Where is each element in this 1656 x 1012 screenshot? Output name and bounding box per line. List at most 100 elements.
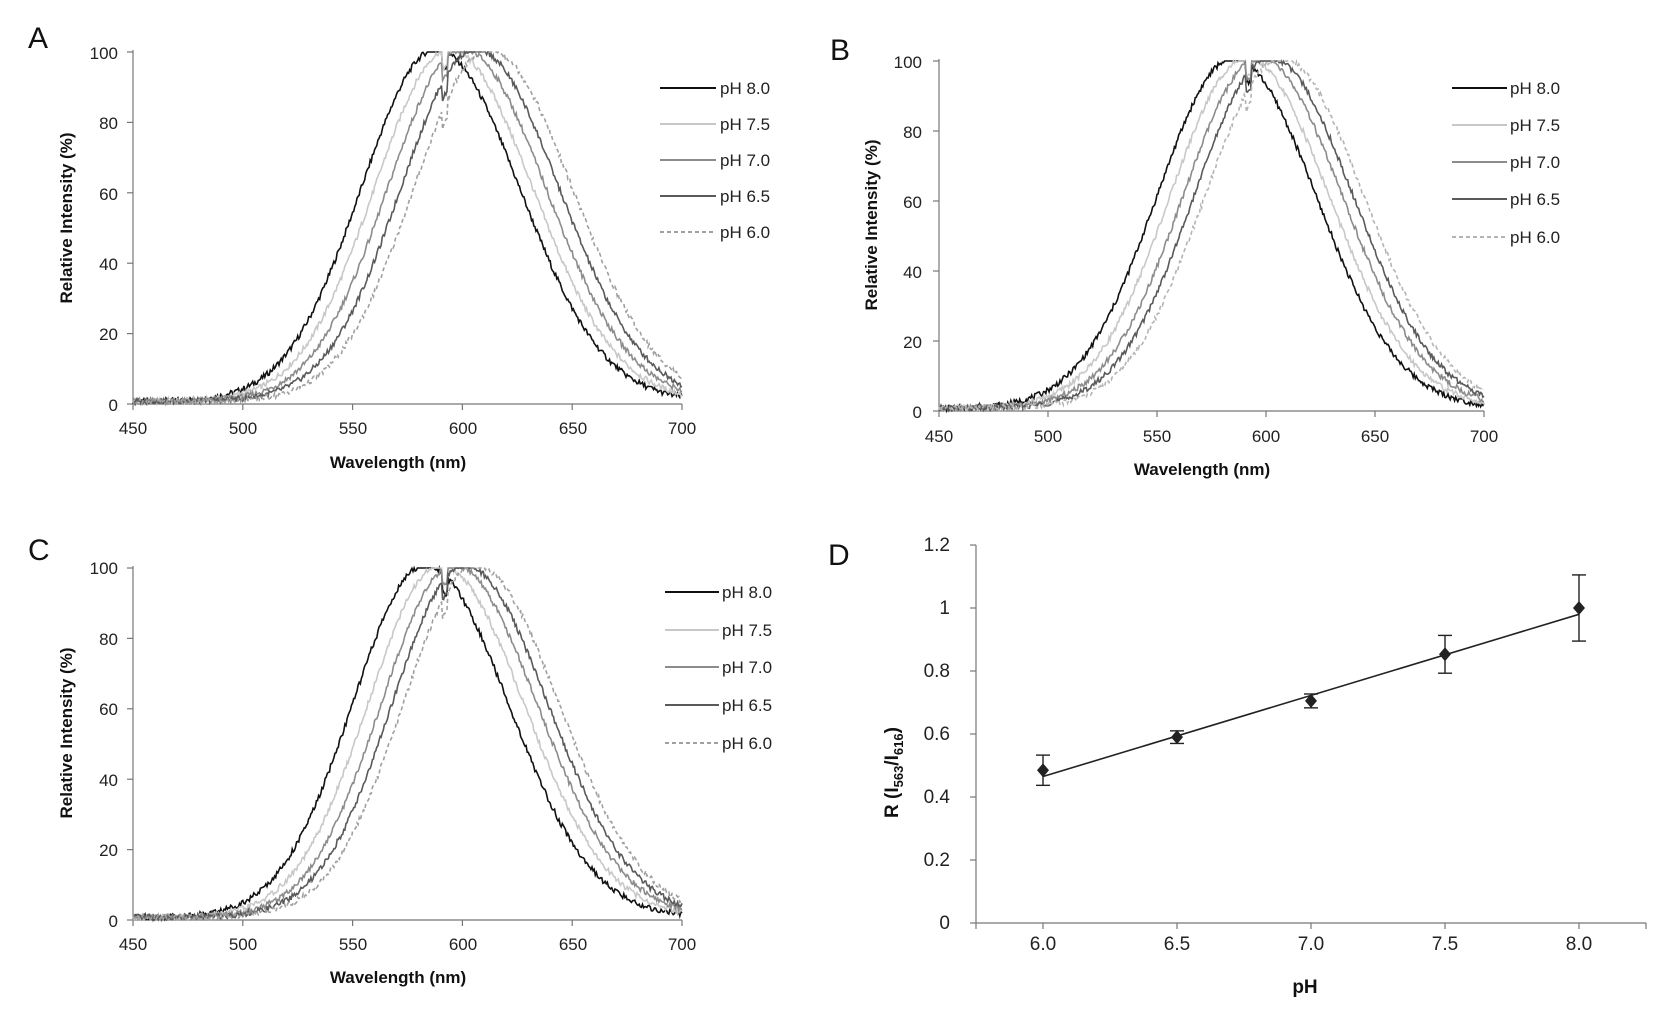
series-line	[938, 59, 1485, 413]
series-line	[132, 50, 683, 407]
panel-label: C	[28, 534, 50, 567]
y-tick-label: 60	[99, 700, 118, 719]
y-tick-label: 40	[903, 263, 922, 282]
y-tick-label: 80	[903, 123, 922, 142]
x-tick-label: 650	[1361, 427, 1389, 446]
x-tick-label: 7.5	[1432, 934, 1458, 955]
x-tick-label: 700	[668, 935, 696, 954]
panel-d: D pH R (I563/I616) 6.0 6.5 7.0 7.5 8.0 0…	[828, 535, 1647, 998]
legend-label: pH 7.0	[720, 151, 770, 170]
series-line	[132, 51, 683, 407]
y-tick-label: 20	[99, 325, 118, 344]
y-tick-labels: 0 20 40 60 80 100	[894, 53, 922, 422]
series-line	[938, 59, 1485, 413]
y-axis-label: Relative Intensity (%)	[57, 648, 76, 819]
x-tick-label: 7.0	[1298, 934, 1324, 955]
data-point	[1573, 601, 1585, 615]
legend-label: pH 6.5	[1510, 190, 1560, 209]
y-tick-labels: 0 20 40 60 80 100	[90, 559, 118, 931]
y-label-sub: 616	[891, 733, 906, 755]
legend-label: pH 8.0	[722, 583, 772, 602]
y-tick-label: 0.2	[924, 850, 950, 871]
y-tick-label: 1	[939, 598, 950, 619]
legend-label: pH 6.0	[720, 223, 770, 242]
y-tick-label: 1.2	[924, 535, 950, 556]
x-tick-labels: 450 500 550 600 650 700	[925, 427, 1498, 446]
y-tick-label: 100	[894, 53, 922, 72]
y-tick-label: 0.8	[924, 661, 950, 682]
y-tick-label: 80	[99, 114, 118, 133]
x-tick-label: 450	[119, 935, 147, 954]
legend-label: pH 7.5	[722, 621, 772, 640]
legend: pH 8.0 pH 7.5 pH 7.0 pH 6.5 pH 6.0	[1510, 79, 1560, 247]
y-tick-label: 40	[99, 771, 118, 790]
x-tick-labels: 450 500 550 600 650 700	[119, 419, 696, 438]
legend-label: pH 7.0	[1510, 153, 1560, 172]
y-axis-label: R (I563/I616)	[882, 727, 906, 818]
y-tick-label: 100	[90, 44, 118, 63]
y-tick-label: 0	[109, 396, 118, 415]
legend: pH 8.0 pH 7.5 pH 7.0 pH 6.5 pH 6.0	[722, 583, 772, 753]
x-tick-label: 500	[1034, 427, 1062, 446]
data-point	[1037, 763, 1049, 778]
legend-label: pH 7.5	[720, 115, 770, 134]
y-label-mid: /I	[882, 755, 903, 766]
x-tick-label: 650	[559, 935, 587, 954]
series-line	[938, 59, 1485, 413]
legend: pH 8.0 pH 7.5 pH 7.0 pH 6.5 pH 6.0	[720, 79, 770, 242]
x-axis-label: Wavelength (nm)	[330, 968, 466, 987]
y-tick-label: 20	[99, 841, 118, 860]
x-tick-label: 600	[1252, 427, 1280, 446]
y-tick-label: 60	[99, 185, 118, 204]
series-line	[132, 51, 683, 407]
x-tick-label: 450	[119, 419, 147, 438]
x-tick-labels: 6.0 6.5 7.0 7.5 8.0	[1030, 934, 1592, 955]
series-line	[132, 567, 683, 922]
legend-label: pH 6.5	[720, 187, 770, 206]
y-tick-label: 0	[939, 913, 950, 934]
legend-label: pH 6.0	[722, 734, 772, 753]
y-tick-label: 80	[99, 630, 118, 649]
x-tick-label: 6.0	[1030, 934, 1056, 955]
data-point	[1305, 693, 1317, 708]
y-tick-label: 20	[903, 333, 922, 352]
x-tick-label: 700	[1470, 427, 1498, 446]
y-tick-label: 0.4	[924, 787, 951, 808]
y-tick-label: 0	[913, 403, 922, 422]
x-axis-label: Wavelength (nm)	[330, 453, 466, 472]
panel-label: A	[28, 22, 48, 55]
x-tick-label: 550	[1143, 427, 1171, 446]
x-tick-label: 550	[339, 935, 367, 954]
x-tick-labels: 450 500 550 600 650 700	[119, 935, 696, 954]
y-tick-label: 100	[90, 559, 118, 578]
x-tick-label: 6.5	[1164, 934, 1190, 955]
x-tick-label: 8.0	[1566, 934, 1592, 955]
x-tick-label: 700	[668, 419, 696, 438]
y-axis-label: Relative Intensity (%)	[57, 133, 76, 304]
x-axis-label: pH	[1292, 977, 1317, 998]
legend-label: pH 7.0	[722, 658, 772, 677]
series-line	[132, 567, 683, 922]
y-tick-label: 0	[109, 912, 118, 931]
y-tick-labels: 0 0.2 0.4 0.6 0.8 1 1.2	[924, 535, 951, 934]
legend-label: pH 7.5	[1510, 116, 1560, 135]
series-line	[132, 567, 683, 923]
legend-label: pH 8.0	[720, 79, 770, 98]
data-point	[1439, 647, 1451, 662]
panel-b: B Wavelength (nm) Relative Intensity (%)…	[830, 34, 1560, 479]
y-tick-labels: 0 20 40 60 80 100	[90, 44, 118, 415]
x-tick-label: 600	[449, 935, 477, 954]
legend-label: pH 6.5	[722, 696, 772, 715]
data-point	[1171, 730, 1183, 745]
x-tick-label: 500	[229, 419, 257, 438]
y-axis-label: Relative Intensity (%)	[862, 140, 881, 311]
panel-c: C Wavelength (nm) Relative Intensity (%)…	[28, 534, 772, 987]
series-line	[938, 60, 1485, 414]
x-tick-label: 600	[449, 419, 477, 438]
series-line	[938, 58, 1485, 413]
y-tick-label: 60	[903, 193, 922, 212]
x-tick-label: 450	[925, 427, 953, 446]
x-tick-label: 500	[229, 935, 257, 954]
x-axis-label: Wavelength (nm)	[1134, 460, 1270, 479]
